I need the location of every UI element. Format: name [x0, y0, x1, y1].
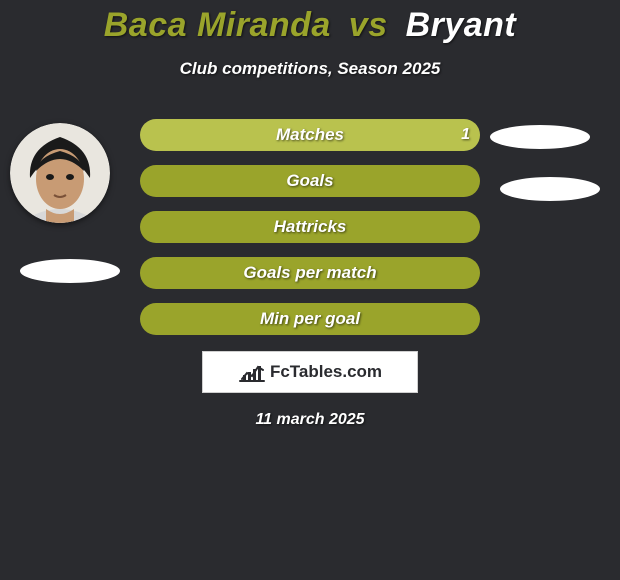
stat-row: Matches1 — [140, 119, 480, 151]
title-player2: Bryant — [406, 6, 517, 44]
player1-avatar — [10, 123, 110, 223]
player1-name-placeholder — [20, 259, 120, 283]
title-player1: Baca Miranda — [104, 6, 331, 44]
stat-row: Hattricks — [140, 211, 480, 243]
fctables-logo: FcTables.com — [202, 351, 418, 393]
stat-row: Goals per match — [140, 257, 480, 289]
date-label: 11 march 2025 — [0, 411, 620, 429]
stat-bars: Matches1 Goals Hattricks Goals per match Min… — [140, 119, 480, 349]
stat-value-right: 1 — [461, 119, 470, 151]
subtitle: Club competitions, Season 2025 — [0, 59, 620, 79]
player2-name-placeholder — [500, 177, 600, 201]
page-title: Baca Miranda vs Bryant — [0, 0, 620, 45]
stat-row: Goals — [140, 165, 480, 197]
player2-avatar-placeholder — [490, 125, 590, 149]
title-vs: vs — [349, 6, 388, 44]
stat-row: Min per goal — [140, 303, 480, 335]
logo-text: FcTables.com — [270, 362, 382, 382]
